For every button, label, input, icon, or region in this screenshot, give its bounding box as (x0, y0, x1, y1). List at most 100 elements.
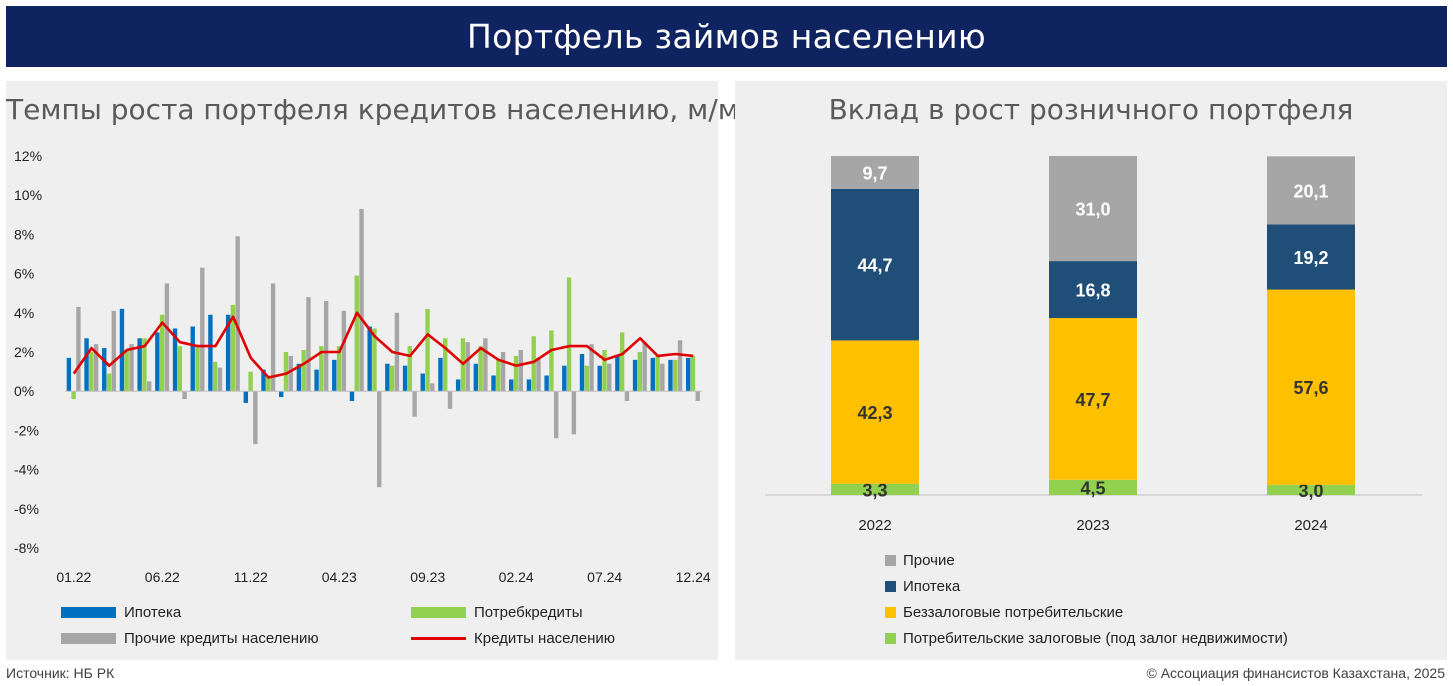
contribution-chart-title: Вклад в рост розничного портфеля (828, 93, 1354, 126)
bar-mortgage (137, 338, 142, 392)
stack-secured-segment (1049, 479, 1137, 495)
legend-label-other: Прочие кредиты населению (124, 630, 319, 647)
legend-label-total: Кредиты населению (474, 630, 616, 647)
bar-other (518, 350, 523, 392)
legend-item-stack-secured: Потребительские залоговые (под залог нед… (885, 625, 1288, 651)
growth-chart-title: Темпы роста портфеля кредитов населению,… (6, 93, 739, 126)
bar-mortgage (279, 391, 284, 398)
stack-secured-value-label: 3,3 (862, 480, 887, 500)
legend-item-stack-unsecured: Беззалоговые потребительские (885, 599, 1288, 625)
y-tick-label: 12% (14, 148, 42, 164)
bar-other (147, 381, 152, 392)
bar-other (607, 363, 612, 392)
bar-mortgage (420, 373, 425, 392)
bar-mortgage (402, 365, 408, 392)
stack-other-segment (831, 156, 919, 189)
bar-other (323, 301, 329, 392)
bar-consumer (195, 346, 200, 392)
stack-mortgage-segment (831, 188, 919, 341)
bar-other (624, 391, 630, 401)
y-tick-label: -6% (14, 501, 39, 517)
bar-other (341, 310, 347, 392)
stack-other-segment (1267, 156, 1355, 225)
banner-title: Портфель займов населению (6, 6, 1447, 67)
y-tick-label: 2% (14, 344, 34, 360)
x-tick-label: 09.23 (410, 569, 445, 585)
stack-mortgage-segment (1267, 224, 1355, 290)
bar-other (677, 340, 683, 392)
stack-mortgage-value-label: 44,7 (857, 256, 892, 276)
stack-secured-segment (1267, 484, 1355, 495)
bar-mortgage (225, 314, 231, 392)
bar-consumer (106, 373, 112, 392)
bar-other (447, 391, 453, 409)
bar-consumer (142, 338, 147, 392)
y-tick-label: 6% (14, 266, 34, 282)
bar-consumer (425, 308, 430, 392)
bar-mortgage (261, 369, 266, 392)
legend-label-consumer: Потребкредиты (474, 604, 583, 621)
bar-other (483, 338, 488, 392)
stack-unsecured-segment (831, 340, 919, 484)
stack-unsecured-value-label: 42,3 (857, 403, 892, 423)
bar-mortgage (438, 357, 443, 392)
legend-label-stack-mortgage: Ипотека (903, 577, 961, 595)
bar-mortgage (473, 363, 479, 392)
bar-consumer (336, 346, 342, 392)
legend-swatch-stack-unsecured (885, 606, 896, 618)
legend-swatch-mortgage (61, 607, 116, 618)
stack-other-value-label: 31,0 (1075, 200, 1110, 220)
stack-unsecured-value-label: 57,6 (1293, 378, 1328, 398)
bar-other (235, 236, 240, 392)
bar-consumer (372, 328, 377, 392)
bar-consumer (602, 350, 607, 392)
bar-other (253, 391, 258, 445)
stack-unsecured-segment (1049, 318, 1137, 480)
y-tick-label: -2% (14, 422, 39, 438)
bar-other (200, 267, 205, 392)
bar-other (164, 283, 170, 392)
bar-other (129, 344, 134, 392)
y-tick-label: 8% (14, 226, 34, 242)
bar-consumer (619, 332, 625, 392)
contribution-chart-panel: Вклад в рост розничного портфеля 3,3 42,3… (735, 81, 1447, 660)
x-tick-label: 01.22 (56, 569, 91, 585)
x-tick-label: 04.23 (322, 569, 357, 585)
bar-mortgage (668, 359, 673, 392)
stack-secured-value-label: 3,0 (1298, 481, 1323, 501)
bar-consumer (159, 314, 165, 392)
bar-other (465, 342, 470, 392)
bar-mortgage (509, 379, 514, 392)
bar-mortgage (66, 357, 72, 392)
stack-mortgage-value-label: 19,2 (1293, 248, 1328, 268)
bar-mortgage (544, 375, 549, 392)
stack-secured-segment (831, 483, 919, 495)
stack-mortgage-segment (1049, 261, 1137, 319)
bar-consumer (177, 346, 183, 392)
bar-other (500, 352, 506, 392)
growth-chart-legend: Ипотека Потребкредиты Прочие кредиты нас… (6, 601, 718, 651)
bar-consumer (301, 350, 306, 392)
bar-consumer (124, 350, 129, 392)
legend-label-stack-secured: Потребительские залоговые (под залог нед… (903, 629, 1288, 647)
y-tick-label: 0% (14, 383, 34, 399)
bar-mortgage (615, 355, 620, 392)
growth-chart-panel: Темпы роста портфеля кредитов населению,… (6, 81, 739, 660)
bar-other (589, 344, 594, 392)
bar-mortgage (190, 326, 195, 392)
contribution-chart-plot: 3,3 42,3 44,7 9,7 2022 4,5 47,7 16,8 31,0 2023 3,0… (765, 156, 1422, 534)
bar-other (359, 208, 364, 392)
bar-consumer (266, 375, 271, 392)
bar-mortgage (562, 365, 567, 392)
bar-consumer (513, 355, 519, 392)
line-total-loans (72, 311, 694, 379)
bar-mortgage (455, 379, 461, 392)
bar-other (111, 310, 117, 392)
bar-consumer (407, 346, 413, 392)
legend-item-stack-other: Прочие (885, 547, 1288, 573)
y-tick-label: -8% (14, 540, 39, 556)
bar-mortgage (243, 391, 249, 403)
bar-consumer (478, 346, 483, 392)
bar-mortgage (685, 357, 691, 392)
growth-chart-plot: 12% 10% 8% 6% 4% 2% 0% -2% -4% -6% -8% 01.22 06.22 11… (14, 148, 711, 585)
